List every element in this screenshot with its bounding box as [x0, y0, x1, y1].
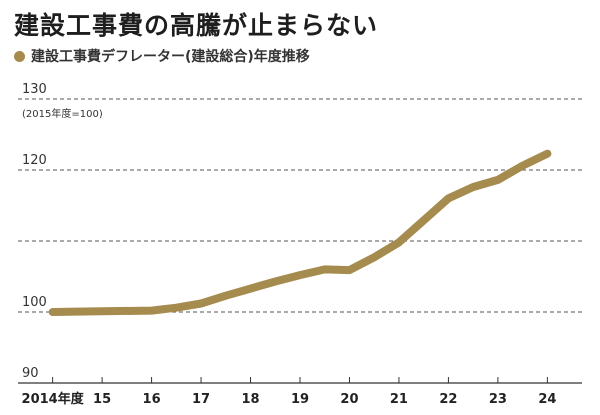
grid-lines [18, 98, 582, 313]
x-tick-label: 2014年度 [22, 391, 85, 407]
x-tick-label: 22 [439, 392, 457, 407]
y-tick-label: 100 [22, 295, 47, 310]
legend: 建設工事費デフレーター(建設総合)年度推移 [14, 46, 310, 66]
series-line [48, 149, 552, 316]
x-tick-label: 17 [192, 392, 210, 407]
x-tick-label: 21 [390, 392, 408, 407]
chart-title: 建設工事費の高騰が止まらない [14, 11, 379, 40]
x-tick-label: 16 [143, 392, 161, 407]
y-axis-ticks: 90 100 120 130 [22, 82, 47, 381]
x-tick-label: 18 [241, 392, 259, 407]
y-tick-label: 120 [22, 153, 47, 168]
x-tick-label: 24 [538, 392, 556, 407]
legend-marker [14, 50, 25, 62]
x-tick-label: 19 [291, 392, 309, 407]
y-tick-label: 90 [22, 366, 39, 381]
y-tick-label: 130 [22, 82, 47, 97]
index-note: (2015年度=100) [22, 107, 103, 120]
x-tick-label: 23 [489, 392, 507, 407]
x-tick-label: 15 [93, 392, 111, 407]
x-tick-label: 20 [340, 392, 358, 407]
x-axis-ticks: 2014年度 15 16 17 18 19 20 21 22 23 24 [22, 377, 556, 407]
legend-label: 建設工事費デフレーター(建設総合)年度推移 [31, 49, 310, 65]
